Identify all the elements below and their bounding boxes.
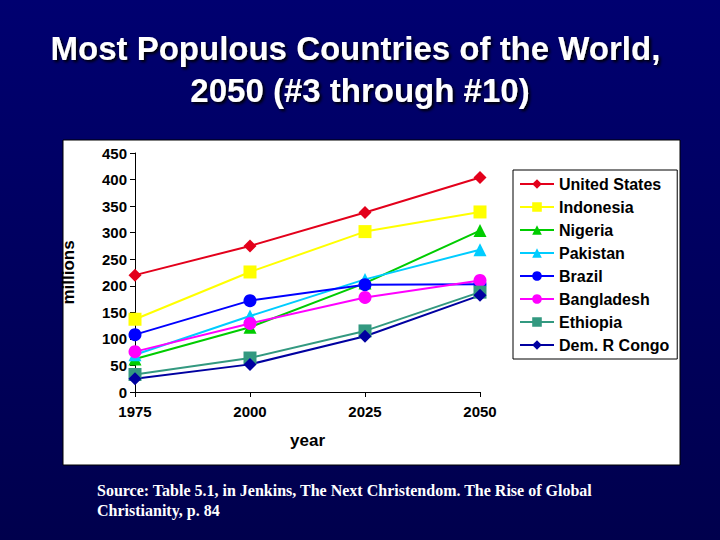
svg-text:Pakistan: Pakistan [559, 245, 625, 262]
svg-text:100: 100 [102, 330, 127, 347]
svg-text:2000: 2000 [233, 403, 266, 420]
svg-text:Christianity, p. 84: Christianity, p. 84 [97, 502, 220, 520]
svg-text:Source: Table 5.1, in Jenkins,: Source: Table 5.1, in Jenkins, The Next … [97, 482, 596, 499]
svg-text:150: 150 [102, 304, 127, 321]
svg-text:50: 50 [110, 357, 127, 374]
svg-text:300: 300 [102, 224, 127, 241]
svg-text:250: 250 [102, 251, 127, 268]
svg-text:400: 400 [102, 171, 127, 188]
svg-text:2050: 2050 [463, 403, 496, 420]
svg-text:Brazil: Brazil [559, 268, 603, 285]
svg-text:year: year [290, 431, 325, 450]
svg-text:Most Populous Countries of the: Most Populous Countries of the World, [50, 30, 669, 67]
svg-text:0: 0 [119, 384, 127, 401]
svg-text:2050 (#3 through #10): 2050 (#3 through #10) [190, 72, 529, 109]
svg-text:1975: 1975 [118, 403, 151, 420]
svg-text:Indonesia: Indonesia [559, 199, 634, 216]
svg-text:Ethiopia: Ethiopia [559, 314, 622, 331]
svg-text:Dem. R Congo: Dem. R Congo [559, 337, 669, 354]
svg-text:United States: United States [559, 176, 661, 193]
svg-text:200: 200 [102, 277, 127, 294]
svg-text:2025: 2025 [348, 403, 381, 420]
svg-text:Bangladesh: Bangladesh [559, 291, 650, 308]
svg-text:450: 450 [102, 145, 127, 162]
svg-text:millions: millions [59, 240, 78, 304]
svg-text:350: 350 [102, 198, 127, 215]
svg-text:Nigeria: Nigeria [559, 222, 613, 239]
